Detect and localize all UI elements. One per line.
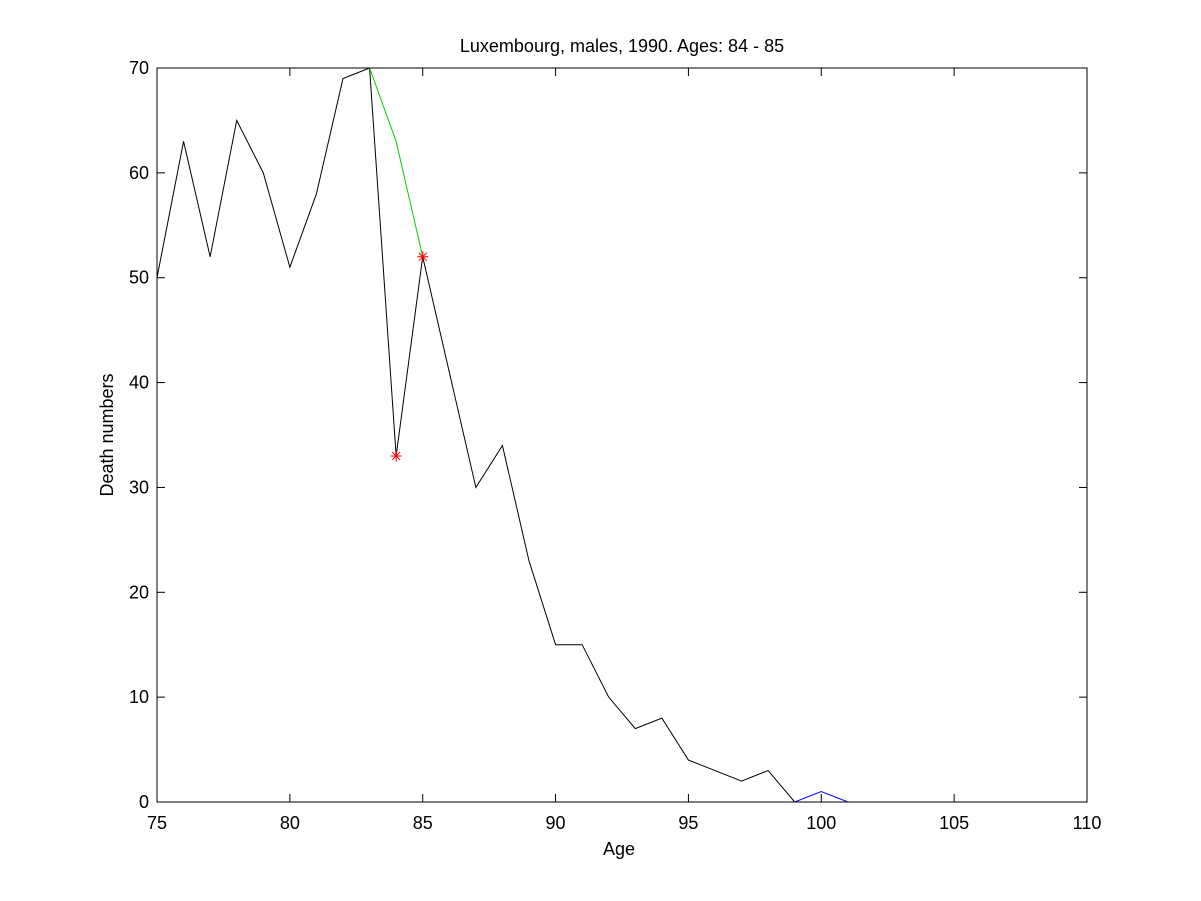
x-tick-label: 75 (147, 813, 167, 833)
y-tick-label: 10 (129, 687, 149, 707)
y-axis-label: Death numbers (97, 373, 117, 496)
marker-asterisk-1 (417, 251, 429, 263)
x-tick-label: 85 (413, 813, 433, 833)
y-tick-label: 40 (129, 373, 149, 393)
series-line-0 (157, 68, 796, 802)
x-tick-label: 110 (1073, 813, 1102, 833)
marker-asterisk-0 (390, 450, 402, 462)
x-tick-label: 80 (280, 813, 300, 833)
x-tick-label: 105 (939, 813, 969, 833)
series-line-1 (369, 68, 424, 257)
x-tick-label: 95 (678, 813, 698, 833)
x-tick-label: 100 (806, 813, 836, 833)
x-axis-label: Age (603, 839, 635, 859)
plot-area: 75 80 85 90 95 100 105 110 0 10 20 30 40 50 60 70 (129, 58, 1101, 833)
y-tick-label: 20 (129, 582, 149, 602)
x-tick-label: 90 (546, 813, 566, 833)
y-tick-label: 30 (129, 477, 149, 497)
y-tick-label: 50 (129, 268, 149, 288)
axes-box (156, 67, 1088, 803)
y-tick-label: 70 (129, 58, 149, 78)
chart-title: Luxembourg, males, 1990. Ages: 84 - 85 (460, 36, 784, 56)
y-tick-label: 60 (129, 163, 149, 183)
y-tick-label: 0 (139, 792, 149, 812)
series-line-2 (794, 790, 849, 802)
